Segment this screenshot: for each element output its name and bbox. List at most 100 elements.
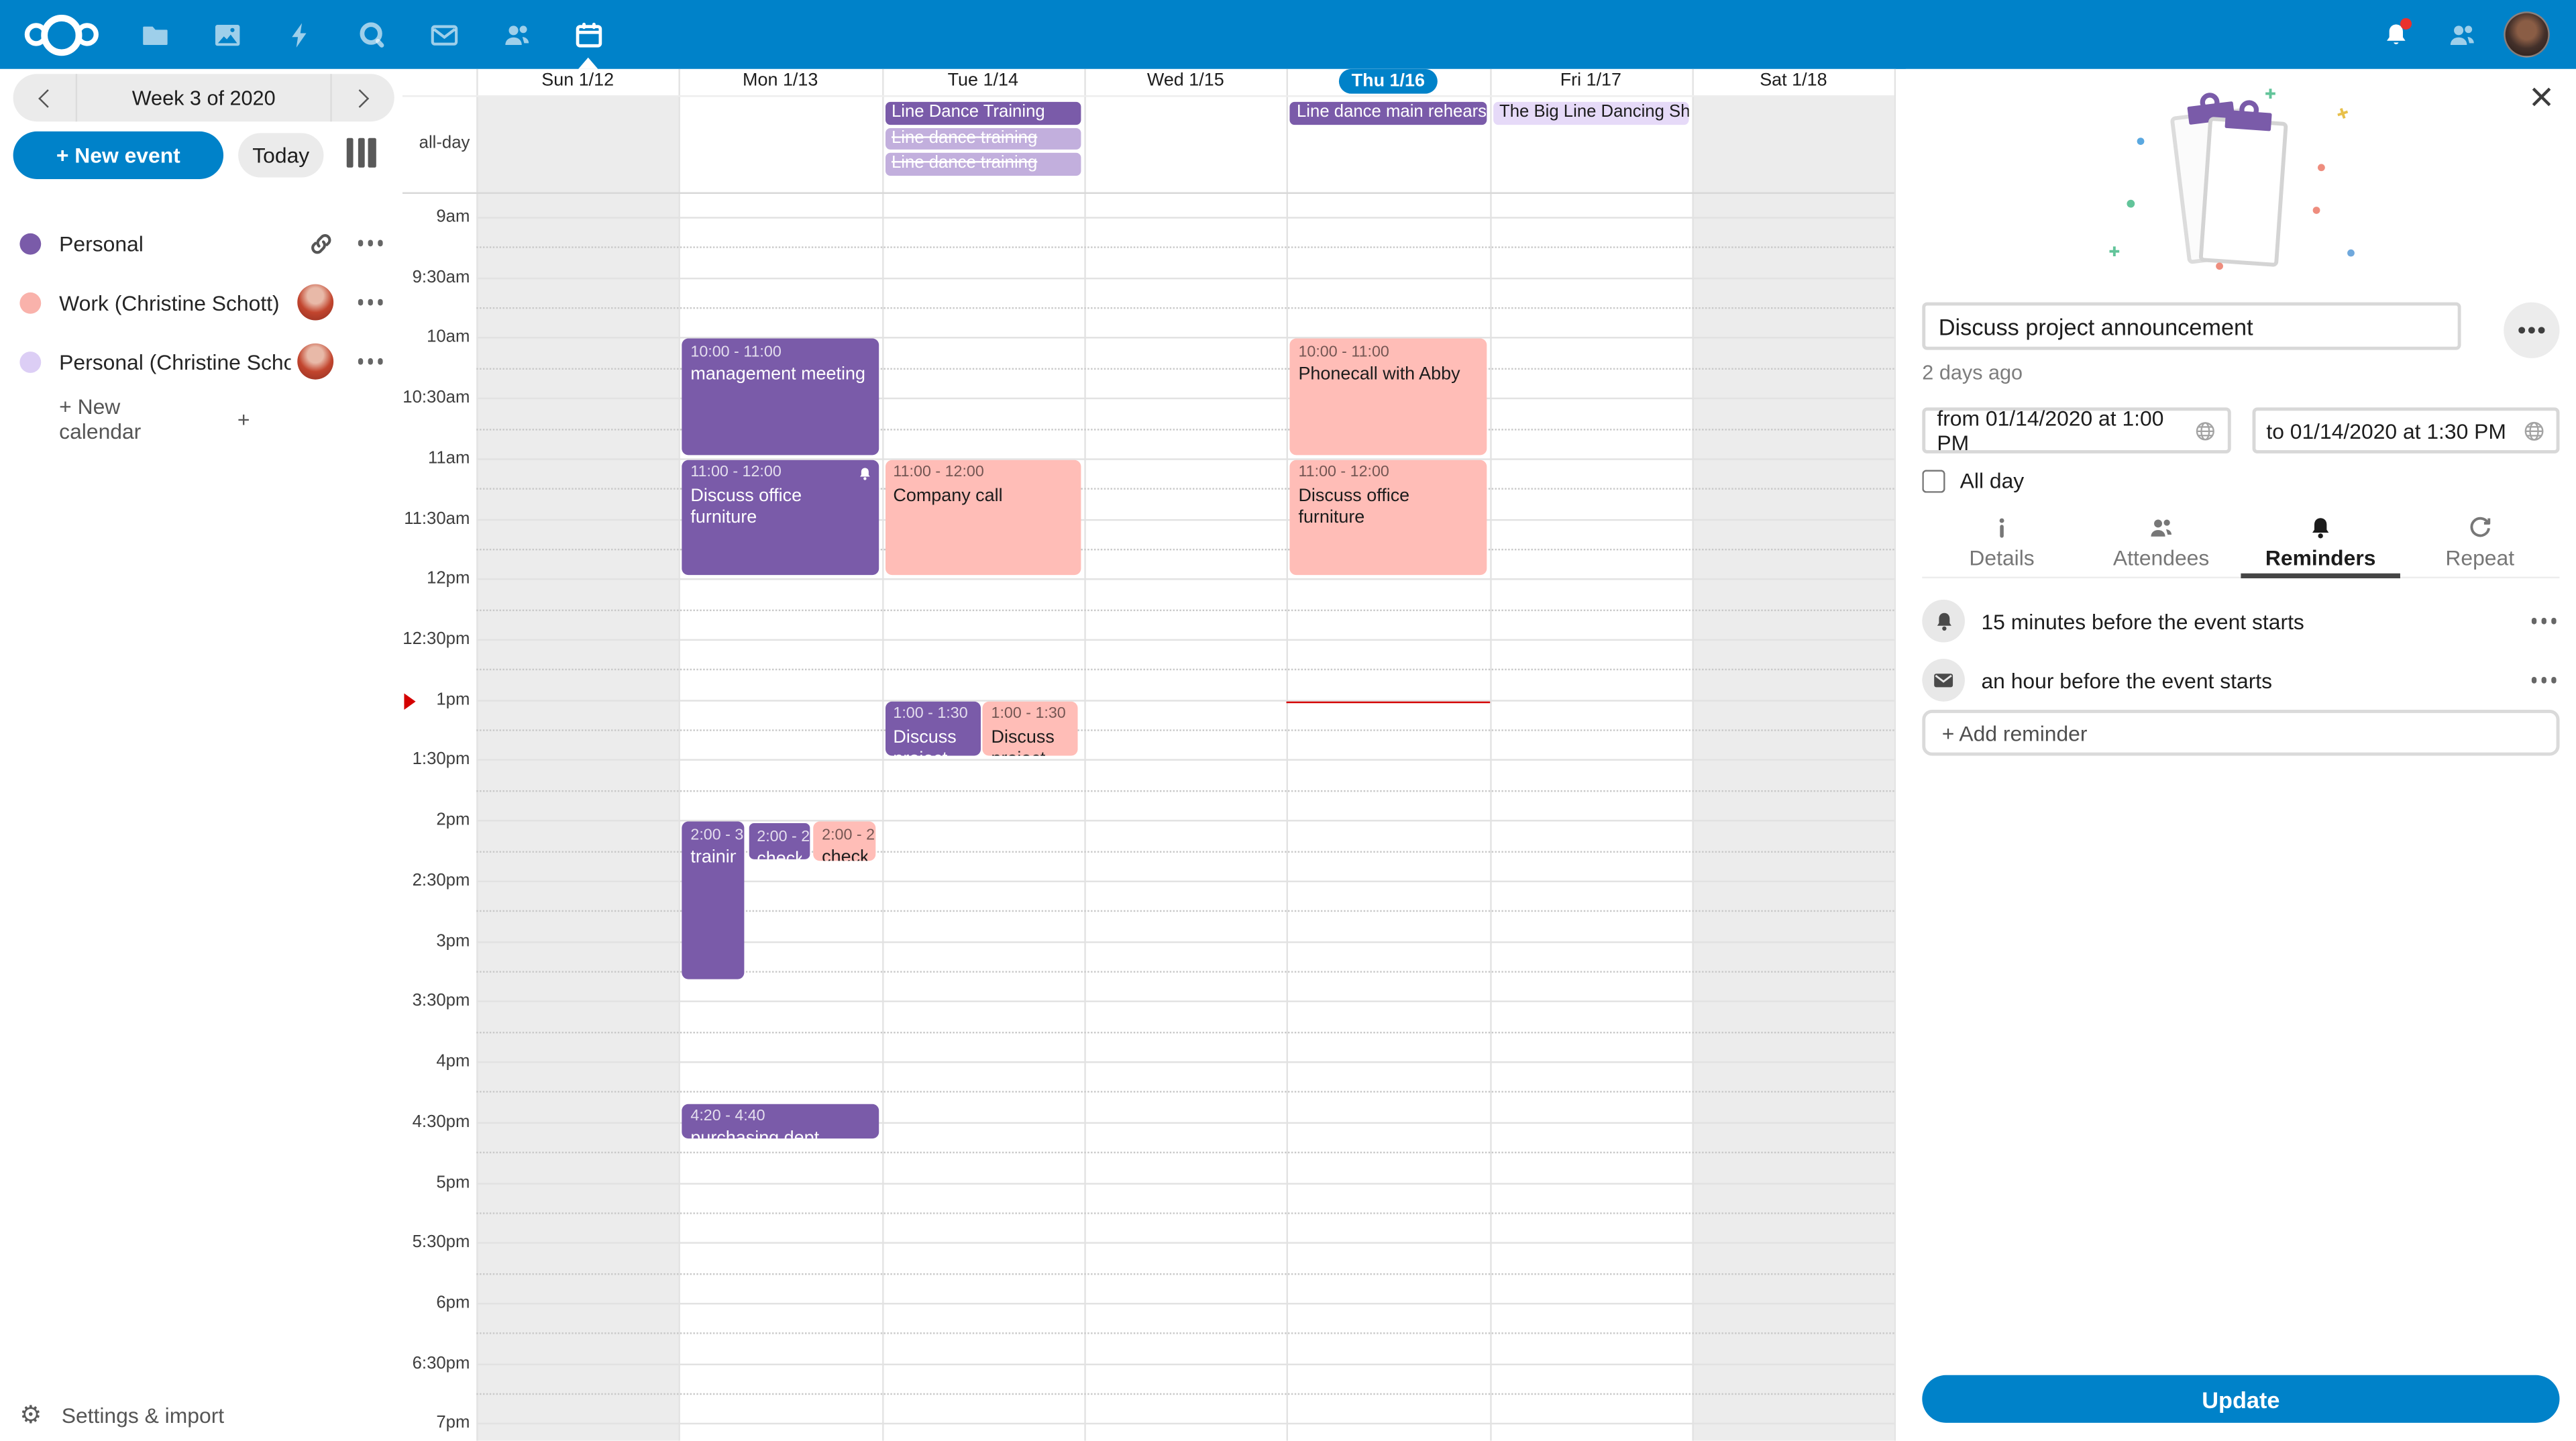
user-avatar[interactable] bbox=[2504, 11, 2550, 58]
divider bbox=[75, 74, 78, 122]
grid-hour-line bbox=[476, 880, 1895, 882]
calendar-menu-button[interactable] bbox=[354, 352, 386, 371]
calendar-list-item[interactable]: Work (Christine Schott) bbox=[0, 273, 402, 332]
all-day-event[interactable]: The Big Line Dancing Show bbox=[1493, 101, 1689, 124]
plus-icon: + bbox=[237, 407, 250, 431]
grid-quarter-line bbox=[476, 247, 1895, 249]
all-day-checkbox[interactable] bbox=[1922, 469, 1945, 492]
time-label: 10:30am bbox=[402, 388, 470, 408]
grid-hour-line bbox=[476, 639, 1895, 641]
tab-details[interactable]: Details bbox=[1922, 509, 2082, 576]
all-day-label[interactable]: All day bbox=[1960, 468, 2025, 493]
time-label: 3pm bbox=[436, 930, 470, 951]
week-label[interactable]: Week 3 of 2020 bbox=[131, 86, 276, 109]
reminder-menu-button[interactable] bbox=[2528, 671, 2559, 690]
update-button[interactable]: Update bbox=[1922, 1375, 2560, 1423]
grid-hour-line bbox=[476, 1122, 1895, 1124]
app-contacts-icon[interactable] bbox=[480, 0, 552, 69]
settings-and-import[interactable]: ⚙︎ Settings & import bbox=[0, 1388, 402, 1440]
tab-repeat[interactable]: Repeat bbox=[2400, 509, 2560, 576]
calendar-list-item[interactable]: Personal (Christine Scho...) bbox=[0, 332, 402, 391]
app-photos-icon[interactable] bbox=[191, 0, 263, 69]
day-header[interactable]: Sun 1/12 bbox=[541, 70, 614, 91]
end-date-field[interactable]: to 01/14/2020 at 1:30 PM bbox=[2251, 407, 2560, 453]
start-date-field[interactable]: from 01/14/2020 at 1:00 PM bbox=[1922, 406, 2231, 455]
share-link-icon[interactable] bbox=[309, 231, 333, 256]
day-header[interactable]: Tue 1/14 bbox=[947, 70, 1018, 91]
add-reminder-button[interactable]: + Add reminder bbox=[1922, 709, 2560, 756]
day-header[interactable]: Mon 1/13 bbox=[743, 70, 818, 91]
time-label: 9am bbox=[436, 207, 470, 227]
app-calendar-icon[interactable] bbox=[552, 0, 625, 69]
event[interactable]: 10:00 - 11:00 management meeting bbox=[682, 339, 879, 456]
contacts-menu-icon[interactable] bbox=[2428, 0, 2494, 69]
time-label: 4:30pm bbox=[412, 1112, 470, 1132]
app-mail-icon[interactable] bbox=[407, 0, 480, 69]
event-time: 11:00 - 12:00 bbox=[1298, 464, 1389, 482]
day-header[interactable]: Sat 1/18 bbox=[1760, 70, 1827, 91]
all-day-event[interactable]: Line Dance Training bbox=[885, 101, 1081, 124]
time-label: 1:30pm bbox=[412, 749, 470, 770]
grid-quarter-line bbox=[476, 1393, 1895, 1395]
event[interactable]: 1:00 - 1:30 Discuss project bbox=[983, 701, 1079, 757]
event[interactable]: 11:00 - 12:00 Company call bbox=[885, 460, 1081, 576]
previous-week-button[interactable] bbox=[13, 74, 76, 121]
calendar-list-item[interactable]: Personal bbox=[0, 213, 402, 272]
today-button[interactable]: Today bbox=[238, 133, 324, 178]
timezone-globe-icon[interactable] bbox=[2194, 420, 2215, 441]
event-time: 10:00 - 11:00 bbox=[690, 343, 782, 362]
event[interactable]: 2:00 - 2:20 check-in bbox=[747, 821, 812, 861]
calendar-menu-button[interactable] bbox=[354, 233, 386, 252]
reminder-menu-button[interactable] bbox=[2528, 612, 2559, 631]
event-title: training bbox=[690, 847, 736, 868]
app-files-icon[interactable] bbox=[118, 0, 191, 69]
all-day-event[interactable]: Line dance training bbox=[885, 152, 1081, 175]
nextcloud-logo-icon[interactable] bbox=[23, 13, 99, 56]
app-activity-icon[interactable] bbox=[263, 0, 335, 69]
event[interactable]: 2:00 - 3:20 training bbox=[682, 821, 745, 980]
event-time: 10:00 - 11:00 bbox=[1298, 343, 1389, 362]
event[interactable]: 1:00 - 1:30 Discuss project announcement bbox=[885, 701, 981, 757]
event[interactable]: 11:00 - 12:00 Discuss office furniture bbox=[682, 460, 879, 576]
new-event-button[interactable]: + New event bbox=[13, 131, 224, 179]
app-talk-icon[interactable] bbox=[335, 0, 408, 69]
tab-attendees[interactable]: Attendees bbox=[2082, 509, 2241, 576]
notifications-bell-icon[interactable] bbox=[2363, 0, 2428, 69]
calendar-grid[interactable]: Sun 1/12 Mon 1/13 Tue 1/14 Wed 1/15 Thu 1/16… bbox=[402, 68, 1896, 1441]
event[interactable]: 11:00 - 12:00 Discuss office furniture bbox=[1290, 460, 1487, 576]
event-actions-button[interactable] bbox=[2504, 302, 2560, 358]
time-label: 12pm bbox=[427, 569, 470, 589]
time-label: 11am bbox=[427, 448, 470, 468]
timezone-globe-icon[interactable] bbox=[2524, 420, 2545, 441]
tab-reminders[interactable]: Reminders bbox=[2241, 509, 2400, 579]
next-week-button[interactable] bbox=[332, 74, 394, 121]
calendar-name: Personal bbox=[59, 231, 144, 256]
day-header[interactable]: Wed 1/15 bbox=[1146, 70, 1224, 91]
event[interactable]: 10:00 - 11:00 Phonecall with Abby bbox=[1290, 339, 1487, 456]
day-header[interactable]: Fri 1/17 bbox=[1560, 70, 1622, 91]
chevron-right-icon bbox=[350, 88, 370, 107]
all-day-event[interactable]: Line dance training bbox=[885, 127, 1081, 150]
event-title: purchasing dept bbox=[690, 1129, 870, 1138]
day-header[interactable]: Thu 1/16 bbox=[1287, 68, 1489, 95]
time-label: 7pm bbox=[436, 1413, 470, 1434]
reminder-item[interactable]: 15 minutes before the event starts bbox=[1922, 592, 2559, 651]
close-icon[interactable] bbox=[2528, 84, 2555, 110]
new-calendar-button[interactable]: + New calendar + bbox=[0, 391, 402, 447]
reminder-text: an hour before the event starts bbox=[1981, 668, 2273, 693]
reminder-item[interactable]: an hour before the event starts bbox=[1922, 651, 2559, 710]
event-title: management meeting bbox=[690, 365, 865, 385]
calendar-color-dot bbox=[19, 232, 42, 254]
grid-hour-line bbox=[476, 458, 1895, 460]
event[interactable]: 2:00 - 2:20 check-in bbox=[813, 821, 876, 861]
event-dates-row: from 01/14/2020 at 1:00 PM to 01/14/2020… bbox=[1922, 406, 2560, 455]
all-day-event[interactable]: Line dance main rehearsal bbox=[1290, 101, 1487, 124]
calendar-menu-button[interactable] bbox=[354, 293, 386, 312]
grid-column-line bbox=[1084, 68, 1086, 1441]
grid-hour-line bbox=[476, 518, 1895, 521]
time-label: 11:30am bbox=[404, 509, 470, 529]
grid-hour-line bbox=[476, 1302, 1895, 1305]
week-view-icon[interactable] bbox=[346, 138, 376, 168]
event[interactable]: 4:20 - 4:40 purchasing dept bbox=[682, 1103, 879, 1139]
event-title-input[interactable] bbox=[1922, 302, 2461, 350]
